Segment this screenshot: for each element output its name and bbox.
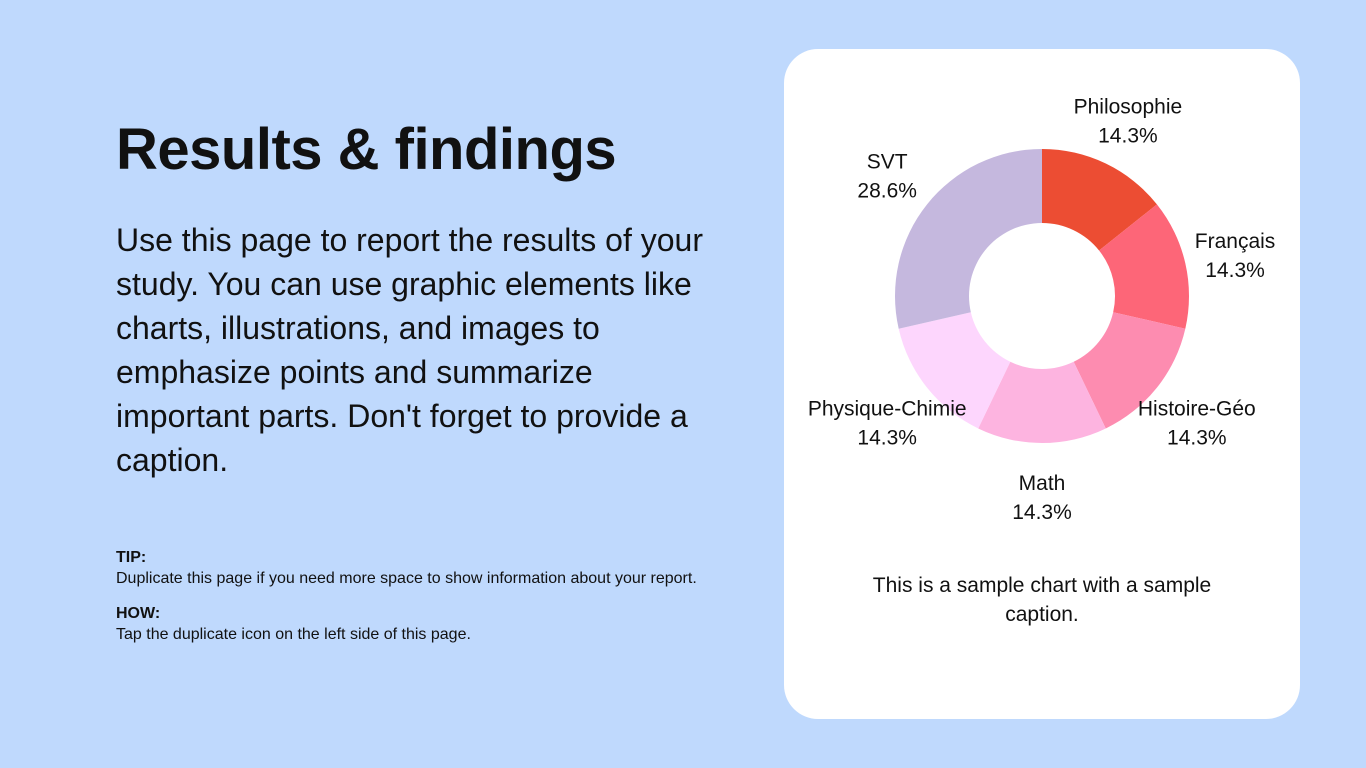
page-title: Results & findings bbox=[116, 117, 617, 182]
donut-chart: Philosophie 14.3% Français 14.3% Histoire-Gé… bbox=[808, 96, 1276, 524]
how-label: HOW: bbox=[116, 605, 161, 622]
donut-slice-physique-chimie bbox=[898, 312, 1011, 429]
body-text: Use this page to report the results of y… bbox=[116, 222, 703, 478]
slice-label: Math 14.3% bbox=[1012, 472, 1072, 524]
chart-caption: This is a sample chart with a sample cap… bbox=[872, 574, 1212, 626]
donut-slice-math bbox=[978, 361, 1106, 443]
donut-slice-fran-ais bbox=[1099, 204, 1189, 329]
slice-label: Philosophie 14.3% bbox=[1074, 96, 1183, 148]
how-text: Tap the duplicate icon on the left side … bbox=[116, 626, 471, 643]
tip-text: Duplicate this page if you need more spa… bbox=[116, 570, 697, 587]
slice-label: Physique-Chimie 14.3% bbox=[808, 397, 967, 449]
chart-card: Philosophie 14.3% Français 14.3% Histoire-Gé… bbox=[784, 49, 1300, 719]
tip-label: TIP: bbox=[116, 549, 147, 566]
donut-slice-svt bbox=[895, 149, 1042, 329]
tips-section: TIP: Duplicate this page if you need mor… bbox=[116, 548, 756, 660]
slice-label: Histoire-Géo 14.3% bbox=[1138, 397, 1256, 449]
donut-slice-philosophie bbox=[1042, 149, 1157, 251]
slice-label: Français 14.3% bbox=[1195, 230, 1276, 282]
slice-label: SVT 28.6% bbox=[857, 151, 917, 203]
donut-slice-histoire-g-o bbox=[1073, 312, 1186, 429]
